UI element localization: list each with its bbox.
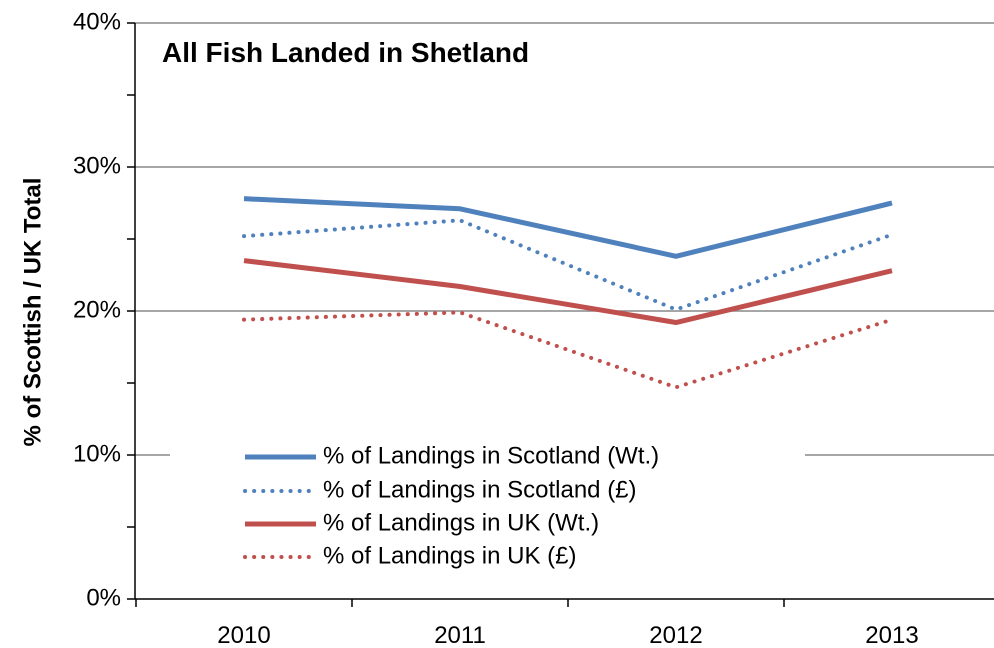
gridlines bbox=[135, 22, 994, 456]
y-tick-label: 0% bbox=[86, 584, 121, 611]
series-lines bbox=[242, 196, 894, 390]
x-tick-label: 2010 bbox=[217, 622, 270, 648]
y-tick-label: 30% bbox=[73, 152, 121, 179]
chart-title: All Fish Landed in Shetland bbox=[162, 37, 529, 68]
legend-label: % of Landings in Scotland (£) bbox=[323, 476, 637, 503]
axes bbox=[127, 22, 994, 607]
x-tick-labels: 2010 2011 2012 2013 bbox=[217, 622, 918, 648]
legend-label: % of Landings in UK (Wt.) bbox=[323, 509, 599, 536]
series-line bbox=[243, 196, 893, 259]
x-tick-label: 2012 bbox=[649, 622, 702, 648]
series-line bbox=[243, 258, 893, 326]
series-line bbox=[242, 310, 894, 390]
y-tick-label: 10% bbox=[73, 440, 121, 467]
series-line bbox=[242, 218, 894, 312]
legend: % of Landings in Scotland (Wt.) % of Land… bbox=[243, 442, 659, 569]
x-tick-label: 2013 bbox=[865, 622, 918, 648]
y-tick-label: 40% bbox=[73, 8, 121, 35]
y-tick-labels: 0% 10% 20% 30% 40% bbox=[73, 8, 121, 611]
legend-label: % of Landings in UK (£) bbox=[323, 542, 576, 569]
y-axis-label: % of Scottish / UK Total bbox=[19, 178, 46, 447]
x-tick-label: 2011 bbox=[434, 622, 486, 648]
legend-label: % of Landings in Scotland (Wt.) bbox=[323, 442, 659, 469]
y-tick-label: 20% bbox=[73, 296, 121, 323]
